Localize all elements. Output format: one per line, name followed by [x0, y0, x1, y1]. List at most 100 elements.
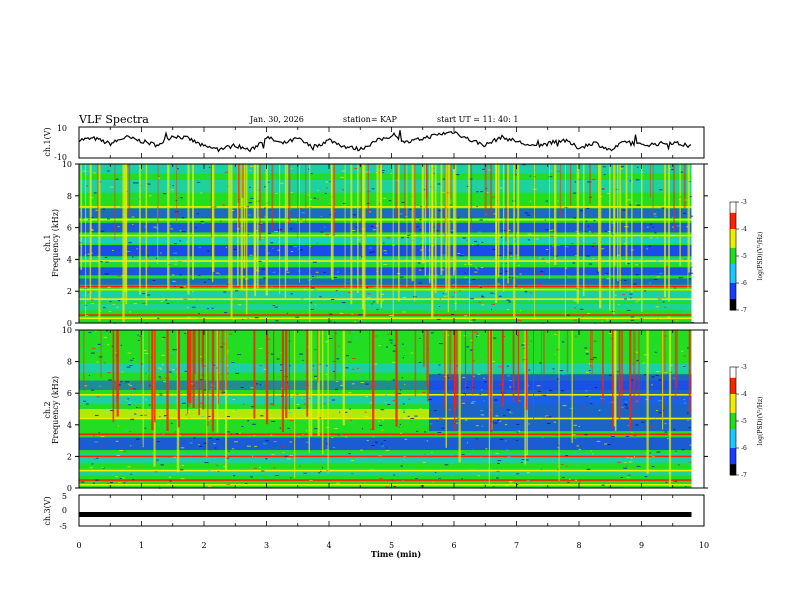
- spectrogram-speckle: [465, 387, 469, 389]
- spectrogram-band: [79, 469, 692, 476]
- spectrogram-speckle: [539, 362, 542, 364]
- spectrogram-speckle: [378, 455, 382, 457]
- spectrogram-speckle: [269, 475, 273, 477]
- spectrogram-speckle: [586, 468, 591, 470]
- spectrogram-speckle: [475, 425, 479, 427]
- spectrogram-speckle: [439, 298, 441, 300]
- spectrogram-speckle: [561, 464, 564, 465]
- spectrogram-speckle: [675, 320, 678, 322]
- spectrogram-speckle: [258, 347, 263, 349]
- colorbar-cell: [730, 469, 736, 473]
- spectrogram-speckle: [386, 378, 390, 380]
- spectrogram-speckle: [168, 371, 172, 373]
- spectrogram-speckle: [516, 473, 520, 475]
- spectrogram-speckle: [79, 463, 82, 465]
- spectrogram-sferic: [490, 164, 493, 217]
- spectrogram-speckle: [651, 315, 653, 317]
- spectrogram-sferic: [517, 164, 520, 260]
- spectrogram-speckle: [508, 229, 511, 231]
- spectrogram-speckle: [376, 309, 379, 311]
- spectrogram-speckle: [117, 192, 121, 194]
- spectrogram-speckle: [179, 240, 182, 242]
- spectrogram-speckle: [367, 293, 371, 295]
- spectrogram-speckle: [222, 204, 226, 206]
- colorbar-cell: [730, 375, 736, 379]
- spectrogram-speckle: [363, 457, 365, 459]
- spectrogram-speckle: [688, 278, 692, 280]
- spectrogram-speckle: [103, 336, 108, 338]
- spectrogram-speckle: [675, 305, 679, 307]
- spectrogram-speckle: [265, 458, 268, 460]
- spectrogram-speckle: [255, 230, 258, 232]
- spectrogram-sferic: [112, 330, 115, 423]
- spectrogram-sferic: [631, 164, 633, 293]
- spectrogram-speckle: [215, 272, 220, 274]
- spectrogram-speckle: [629, 180, 632, 182]
- spectrogram-speckle: [120, 344, 122, 346]
- spectrogram-sferic: [122, 164, 125, 322]
- spectrogram-speckle: [96, 361, 99, 363]
- spectrogram-speckle: [418, 361, 422, 363]
- spectrogram-speckle: [249, 186, 251, 188]
- spectrogram-speckle: [546, 346, 548, 348]
- spectrogram-speckle: [587, 313, 591, 314]
- colorbar-cell: [730, 226, 736, 230]
- spectrogram-speckle: [393, 486, 397, 487]
- spectrogram-speckle: [466, 442, 468, 444]
- spectrogram-speckle: [271, 454, 275, 456]
- spectrogram-speckle: [263, 265, 265, 267]
- spectrogram-speckle: [630, 316, 635, 318]
- spectrogram-speckle: [117, 275, 121, 277]
- spectrogram-speckle: [430, 185, 432, 187]
- spectrogram-line: [79, 298, 692, 300]
- spectrogram-speckle: [296, 292, 299, 294]
- spectrogram-band: [79, 453, 692, 463]
- spectrogram-speckle: [176, 300, 180, 302]
- spectrogram-speckle: [178, 364, 182, 366]
- spectrogram-speckle: [305, 463, 309, 464]
- spectrogram-sferic: [426, 330, 428, 387]
- spectrogram-speckle: [382, 172, 385, 174]
- spectrogram-speckle: [662, 301, 665, 303]
- spectrogram-speckle: [369, 247, 372, 249]
- spectrogram-sferic: [202, 330, 205, 410]
- spectrogram-speckle: [188, 417, 191, 419]
- spectrogram-speckle: [572, 262, 576, 264]
- spectrogram-speckle: [573, 192, 577, 194]
- spectrogram-speckle: [568, 249, 570, 251]
- colorbar-cell: [730, 415, 736, 419]
- spectrogram-speckle: [343, 203, 347, 204]
- colorbar-cell: [730, 429, 736, 433]
- spectrogram-speckle: [208, 278, 210, 280]
- colorbar-cell: [730, 204, 736, 208]
- ch2-colorbar: -3-4-5-6-7 log(PSD)(V²/Hz): [729, 364, 764, 479]
- spectrogram-speckle: [431, 452, 433, 454]
- spectrogram-speckle: [383, 250, 387, 252]
- spectrogram-speckle: [439, 343, 443, 345]
- spectrogram-sferic: [201, 330, 204, 368]
- spectrogram-sferic: [641, 164, 643, 312]
- spectrogram-speckle: [365, 396, 369, 398]
- colorbar-cell: [730, 242, 736, 246]
- spectrogram-speckle: [419, 219, 422, 221]
- spectrogram-speckle: [469, 406, 472, 408]
- spectrogram-speckle: [100, 298, 105, 300]
- spectrogram-speckle: [434, 474, 439, 476]
- spectrogram-speckle: [631, 460, 634, 462]
- spectrogram-speckle: [171, 422, 173, 424]
- spectrogram-speckle: [158, 393, 163, 394]
- spectrogram-speckle: [147, 409, 151, 411]
- spectrogram-speckle: [522, 164, 526, 166]
- spectrogram-speckle: [546, 261, 550, 263]
- spectrogram-speckle: [157, 364, 160, 366]
- spectrogram-speckle: [620, 166, 624, 168]
- spectrogram-sferic: [321, 330, 324, 455]
- spectrogram-speckle: [641, 421, 645, 423]
- ch1-waveform-line: [78, 130, 692, 153]
- spectrogram-speckle: [456, 422, 458, 424]
- spectrogram-speckle: [508, 252, 512, 254]
- spectrogram-speckle: [297, 248, 300, 250]
- spectrogram-speckle: [434, 410, 437, 412]
- spectrogram-line: [79, 469, 692, 472]
- spectrogram-speckle: [135, 412, 139, 414]
